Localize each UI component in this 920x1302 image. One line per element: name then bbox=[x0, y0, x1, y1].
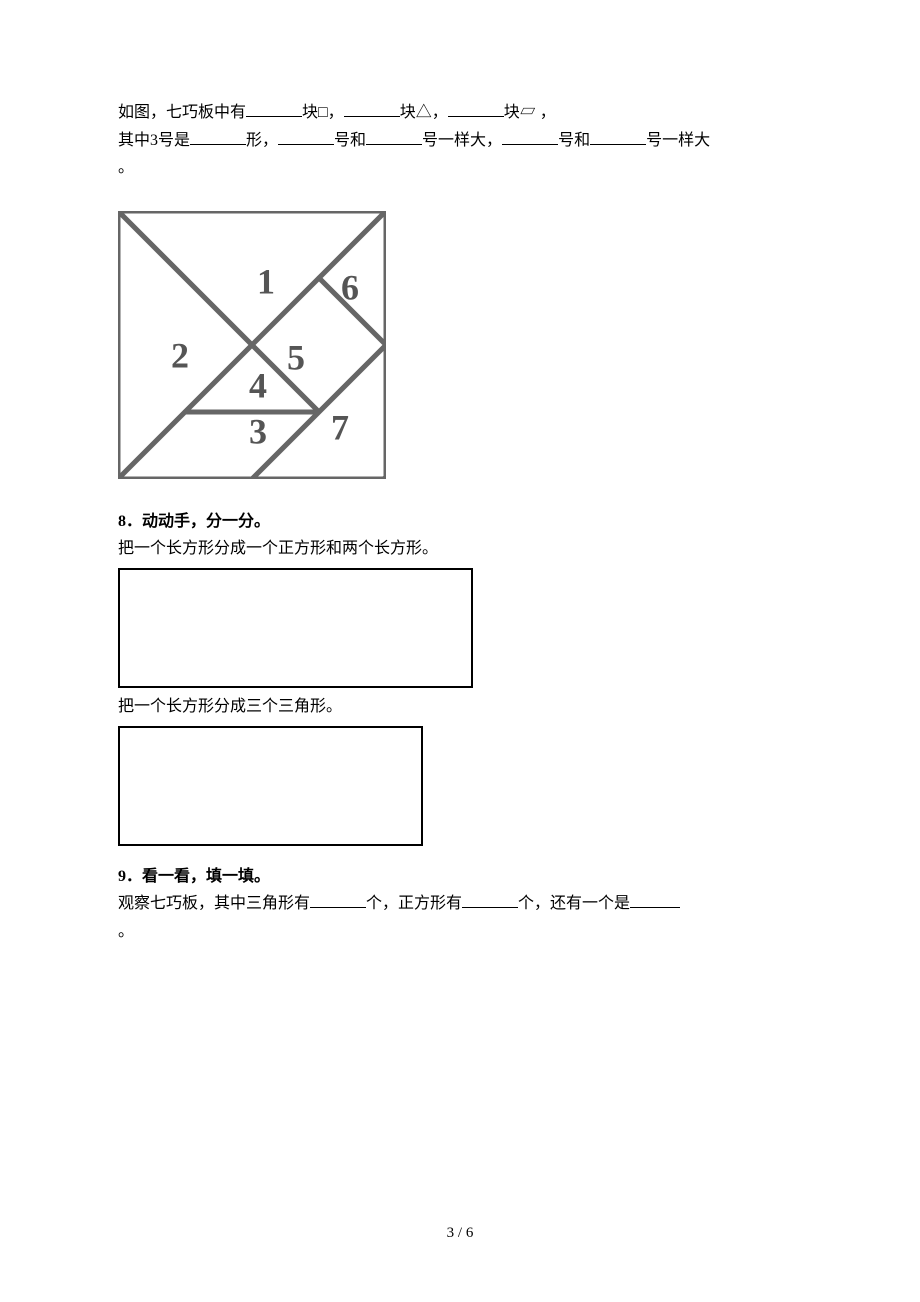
svg-text:3: 3 bbox=[249, 411, 267, 451]
blank bbox=[630, 891, 680, 908]
text: 号一样大， bbox=[422, 132, 502, 149]
blank bbox=[502, 128, 558, 145]
text: 号和 bbox=[558, 132, 590, 149]
svg-text:1: 1 bbox=[257, 261, 275, 301]
q7-line3: 。 bbox=[118, 155, 802, 181]
text: 块△， bbox=[400, 104, 448, 121]
text: 。 bbox=[118, 159, 134, 176]
svg-text:7: 7 bbox=[331, 407, 349, 447]
q8-rect2 bbox=[118, 726, 423, 846]
q8-sub1: 把一个长方形分成一个正方形和两个长方形。 bbox=[118, 536, 802, 562]
q7-line2: 其中3号是 形， 号和 号一样大， 号和 号一样大 bbox=[118, 128, 802, 154]
q9-line2: 。 bbox=[118, 919, 802, 945]
q9-line: 观察七巧板，其中三角形有 个，正方形有 个，还有一个是 bbox=[118, 891, 802, 917]
text: 号和 bbox=[334, 132, 366, 149]
q8-sub2: 把一个长方形分成三个三角形。 bbox=[118, 694, 802, 720]
tangram-diagram: 1 2 3 456 7 bbox=[118, 211, 802, 479]
tangram-svg: 1 2 3 456 7 bbox=[118, 211, 386, 479]
blank bbox=[246, 100, 302, 117]
text: 个，还有一个是 bbox=[518, 895, 630, 912]
text: 其中3号是 bbox=[118, 132, 190, 149]
text: 。 bbox=[118, 923, 134, 940]
q8-title: 动动手，分一分。 bbox=[142, 513, 270, 530]
svg-text:6: 6 bbox=[341, 267, 359, 307]
q8-number: 8． bbox=[118, 513, 142, 530]
svg-text:4: 4 bbox=[249, 365, 267, 405]
text: 块□， bbox=[302, 104, 344, 121]
q9-heading: 9．看一看，填一填。 bbox=[118, 864, 802, 890]
blank bbox=[344, 100, 400, 117]
text: 观察七巧板，其中三角形有 bbox=[118, 895, 310, 912]
svg-text:2: 2 bbox=[171, 335, 189, 375]
blank bbox=[278, 128, 334, 145]
text: 号一样大 bbox=[646, 132, 710, 149]
page-number: 3 / 6 bbox=[0, 1225, 920, 1242]
q9-number: 9． bbox=[118, 868, 142, 885]
blank bbox=[462, 891, 518, 908]
blank bbox=[448, 100, 504, 117]
blank bbox=[310, 891, 366, 908]
page: 如图，七巧板中有块□，块△，块▱ ， 其中3号是形，号和号一样大，号和号一样大 … bbox=[0, 0, 920, 1302]
q7-line1: 如图，七巧板中有 块□， 块△， 块▱ ， bbox=[118, 100, 802, 126]
blank bbox=[366, 128, 422, 145]
blank bbox=[190, 128, 246, 145]
blank bbox=[590, 128, 646, 145]
q8-rect1 bbox=[118, 568, 473, 688]
text: 块▱ ， bbox=[504, 104, 556, 121]
q9-title: 看一看，填一填。 bbox=[142, 868, 270, 885]
text: 形， bbox=[246, 132, 278, 149]
text: 个，正方形有 bbox=[366, 895, 462, 912]
svg-text:5: 5 bbox=[287, 337, 305, 377]
text: 如图，七巧板中有 bbox=[118, 104, 246, 121]
q8-heading: 8．动动手，分一分。 bbox=[118, 509, 802, 535]
